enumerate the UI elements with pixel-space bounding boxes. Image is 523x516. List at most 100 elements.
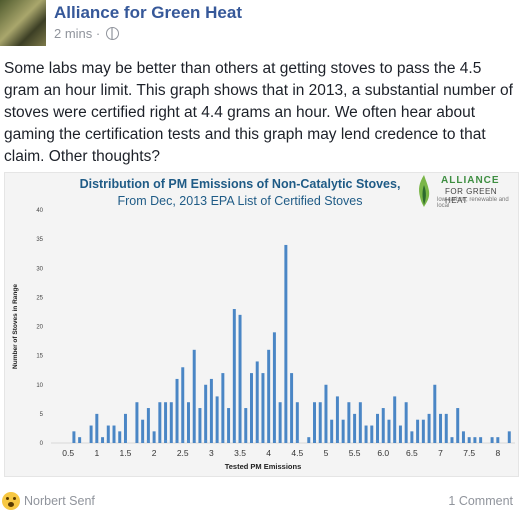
reactor-name[interactable]: Norbert Senf bbox=[24, 494, 95, 508]
histogram-bar bbox=[479, 437, 483, 443]
histogram-bar bbox=[118, 431, 122, 443]
y-tick-label: 10 bbox=[36, 383, 43, 389]
histogram-bar bbox=[433, 384, 437, 443]
histogram-bar bbox=[416, 419, 420, 443]
histogram-bar bbox=[341, 419, 345, 443]
histogram-bar bbox=[106, 425, 110, 443]
histogram-bar bbox=[101, 437, 105, 443]
histogram-bar bbox=[146, 408, 150, 443]
histogram-bar bbox=[330, 419, 334, 443]
histogram-bar bbox=[370, 425, 374, 443]
emissions-histogram: 0 5 10 15 20 25 30 35 40 0.5 1 1.5 2 2.5 3 3.5 4 4.5 5 5.5 6… bbox=[12, 208, 515, 471]
histogram-bar bbox=[169, 402, 173, 443]
histogram-bar bbox=[456, 408, 460, 443]
y-tick-label: 35 bbox=[36, 237, 43, 243]
histogram-bar bbox=[215, 396, 219, 443]
histogram-bar bbox=[175, 378, 179, 443]
flame-logo-icon bbox=[419, 175, 430, 207]
x-tick-label: 5 bbox=[324, 448, 329, 458]
histogram-bar bbox=[123, 413, 127, 443]
histogram-bar bbox=[192, 349, 196, 443]
histogram-bar bbox=[135, 402, 139, 443]
histogram-bar bbox=[198, 408, 202, 443]
page-avatar[interactable] bbox=[0, 0, 46, 46]
histogram-bar bbox=[141, 419, 145, 443]
x-tick-label: 1.5 bbox=[120, 448, 132, 458]
histogram-bar bbox=[290, 373, 294, 443]
histogram-bar bbox=[181, 367, 185, 443]
x-tick-label: 6.5 bbox=[406, 448, 418, 458]
chart-subtitle: From Dec, 2013 EPA List of Certified Sto… bbox=[117, 194, 363, 208]
histogram-bar bbox=[393, 396, 397, 443]
x-tick-label: 2 bbox=[152, 448, 157, 458]
y-tick-label: 25 bbox=[36, 295, 43, 301]
logo-line1: ALLIANCE bbox=[441, 175, 500, 186]
histogram-bar bbox=[278, 402, 282, 443]
x-tick-label: 2.5 bbox=[177, 448, 189, 458]
histogram-bar bbox=[267, 349, 271, 443]
histogram-bar bbox=[232, 309, 236, 443]
histogram-bar bbox=[295, 402, 299, 443]
y-tick-label: 40 bbox=[36, 208, 43, 214]
chart-image[interactable]: Distribution of PM Emissions of Non-Cata… bbox=[4, 172, 519, 477]
histogram-bar bbox=[439, 413, 443, 443]
histogram-bar bbox=[507, 431, 511, 443]
histogram-bar bbox=[358, 402, 362, 443]
histogram-bar bbox=[250, 373, 253, 443]
logo-line2: FOR GREEN HEAT bbox=[445, 187, 498, 205]
histogram-bar bbox=[461, 431, 465, 443]
histogram-bar bbox=[244, 408, 248, 443]
meta-separator: · bbox=[95, 26, 101, 41]
histogram-bar bbox=[353, 413, 357, 443]
histogram-bar bbox=[318, 402, 322, 443]
histogram-bar bbox=[347, 402, 351, 443]
x-tick-label: 7.5 bbox=[463, 448, 475, 458]
page-name-link[interactable]: Alliance for Green Heat bbox=[54, 3, 243, 22]
histogram-bar bbox=[158, 402, 162, 443]
wow-reaction-icon[interactable] bbox=[2, 492, 20, 510]
histogram-bar bbox=[444, 413, 448, 443]
histogram-bar bbox=[410, 431, 414, 443]
x-tick-label: 4.5 bbox=[291, 448, 303, 458]
y-axis-label: Number of Stoves in Range bbox=[12, 284, 19, 369]
histogram-bar bbox=[313, 402, 316, 443]
histogram-bar bbox=[490, 437, 494, 443]
histogram-bar bbox=[387, 419, 391, 443]
x-tick-label: 5.5 bbox=[349, 448, 361, 458]
chart-title: Distribution of PM Emissions of Non-Cata… bbox=[79, 177, 401, 191]
histogram-bar bbox=[284, 244, 288, 443]
histogram-bar bbox=[376, 413, 380, 443]
post-footer: Norbert Senf 1 Comment bbox=[0, 488, 523, 516]
x-tick-label: 7 bbox=[438, 448, 443, 458]
histogram-bar bbox=[255, 361, 259, 443]
x-tick-label: 1 bbox=[94, 448, 99, 458]
histogram-bar bbox=[324, 384, 328, 443]
alliance-logo: ALLIANCE FOR GREEN HEAT low carbon, rene… bbox=[417, 175, 517, 209]
post-text: Some labs may be better than others at g… bbox=[4, 60, 513, 165]
histogram-bar bbox=[164, 402, 168, 443]
histogram-bar bbox=[467, 437, 471, 443]
post-timestamp[interactable]: 2 mins bbox=[54, 26, 93, 41]
histogram-bar bbox=[78, 437, 82, 443]
histogram-bar bbox=[427, 413, 431, 443]
comments-link[interactable]: 1 Comment bbox=[448, 494, 513, 508]
x-tick-label: 3 bbox=[209, 448, 214, 458]
histogram-bar bbox=[421, 419, 425, 443]
histogram-bar bbox=[381, 408, 385, 443]
histogram-bar bbox=[238, 314, 242, 443]
histogram-bar bbox=[209, 378, 213, 443]
y-tick-label: 30 bbox=[36, 266, 43, 272]
x-tick-label: 8 bbox=[495, 448, 500, 458]
histogram-bar bbox=[261, 373, 265, 443]
histogram-bar bbox=[112, 425, 116, 443]
histogram-bar bbox=[496, 437, 500, 443]
globe-icon bbox=[105, 27, 119, 40]
logo-tagline: low carbon, renewable and local bbox=[437, 197, 509, 209]
histogram-bar bbox=[204, 384, 208, 443]
y-tick-label: 5 bbox=[40, 412, 44, 418]
histogram-bar bbox=[398, 425, 402, 443]
histogram-bar bbox=[364, 425, 368, 443]
y-tick-label: 15 bbox=[36, 354, 43, 360]
histogram-bar bbox=[186, 402, 190, 443]
y-tick-label: 20 bbox=[36, 325, 43, 331]
